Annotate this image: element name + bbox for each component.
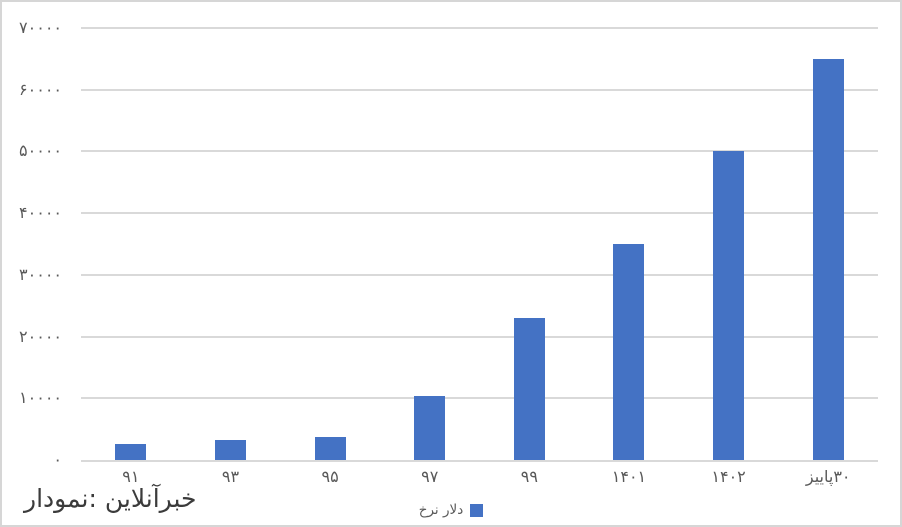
text-token: ۱۰۰۰۰	[19, 388, 62, 408]
text-token: ۹۹	[520, 467, 538, 486]
gridline	[81, 335, 878, 338]
x-axis-label: ۹۹	[474, 466, 584, 488]
x-axis-label: ۹۱	[76, 466, 186, 488]
text-token: ۵۰۰۰۰	[19, 141, 62, 161]
text-token: :	[88, 484, 97, 513]
text-token: ۳۰۰۰۰	[19, 264, 62, 284]
text-token: ۱۴۰۱	[611, 467, 647, 486]
text-token: نرخ	[418, 502, 439, 518]
text-token: ۴۰۰۰۰	[19, 203, 62, 223]
y-axis-label: ۲۰۰۰۰	[12, 326, 62, 348]
legend: نرخ دلار	[2, 502, 900, 518]
x-axis-line	[81, 460, 878, 462]
gridline	[81, 273, 878, 276]
bar	[414, 395, 446, 460]
gridline	[81, 212, 878, 215]
text-token: خبرآنلاین	[104, 484, 197, 513]
text-token: پاییز	[805, 467, 834, 486]
text-token: ۰	[53, 450, 62, 469]
text-token: ۹۷	[421, 467, 439, 486]
text-token: ۹۱	[122, 467, 140, 486]
x-axis-label: ۹۷	[375, 466, 485, 488]
text-token: ۶۰۰۰۰	[19, 79, 62, 99]
text-token: نمودار	[24, 484, 89, 513]
legend-color-swatch	[470, 503, 484, 517]
y-axis-label: ۴۰۰۰۰	[12, 202, 62, 224]
x-axis-label: ۱۴۰۲	[674, 466, 784, 488]
bar	[513, 318, 545, 460]
source-credit: نمودار: خبرآنلاین	[24, 484, 196, 513]
legend-label: نرخ دلار	[419, 502, 463, 518]
bar	[115, 443, 147, 460]
text-token: ۲۰۰۰۰	[19, 326, 62, 346]
text-token: ۱۴۰۲	[711, 467, 746, 486]
y-axis-label: ۱۰۰۰۰	[12, 387, 62, 409]
y-axis-label: ۳۰۰۰۰	[12, 264, 62, 286]
y-axis-label: ۰	[12, 449, 62, 471]
x-axis-label: ۹۵	[275, 466, 385, 488]
bar	[812, 58, 844, 460]
x-axis-label: ۱۴۰۱	[574, 466, 684, 488]
bar	[214, 439, 246, 460]
bar	[713, 151, 745, 460]
x-axis-label: ۹۳	[175, 466, 285, 488]
text-token: ۷۰۰۰۰	[19, 18, 62, 37]
text-token: دلار	[442, 502, 464, 518]
gridline	[81, 27, 878, 29]
gridline	[81, 150, 878, 153]
bar	[314, 437, 346, 460]
y-axis-label: ۷۰۰۰۰	[12, 17, 62, 39]
x-axis-label: پاییز۰۳	[773, 466, 883, 488]
gridline	[81, 397, 878, 400]
bar	[613, 244, 645, 460]
y-axis-label: ۵۰۰۰۰	[12, 140, 62, 162]
gridline	[81, 88, 878, 91]
text-token: ۹۳	[221, 467, 240, 486]
y-axis-label: ۶۰۰۰۰	[12, 79, 62, 101]
text-token: ۰۳	[833, 467, 851, 486]
text-token: ۹۵	[321, 467, 339, 486]
